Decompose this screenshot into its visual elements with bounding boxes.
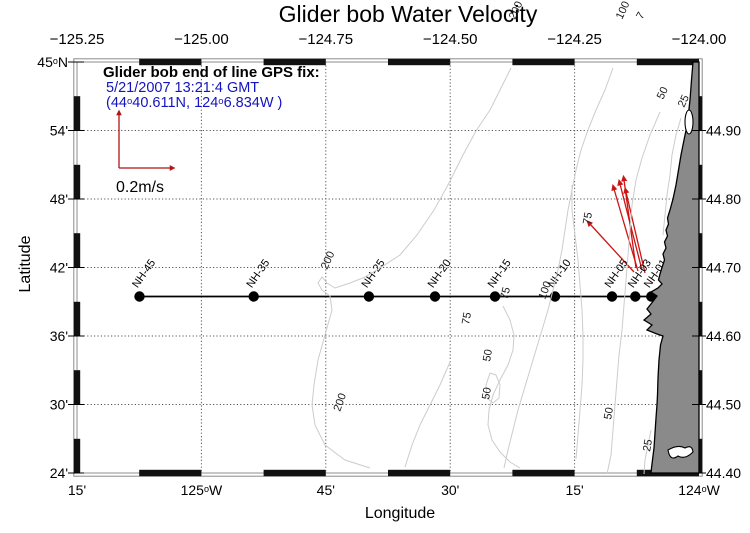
svg-text:Glider bob end of line GPS fix: Glider bob end of line GPS fix: xyxy=(103,64,320,81)
svg-text:36': 36' xyxy=(50,328,68,344)
svg-text:45': 45' xyxy=(317,482,335,498)
svg-text:44.80: 44.80 xyxy=(706,191,741,207)
svg-text:48': 48' xyxy=(50,191,68,207)
svg-text:50: 50 xyxy=(602,406,616,420)
svg-text:25: 25 xyxy=(641,438,655,452)
svg-text:44.50: 44.50 xyxy=(706,397,741,413)
svg-text:−124.50: −124.50 xyxy=(423,31,478,48)
svg-text:15': 15' xyxy=(68,482,86,498)
svg-text:15': 15' xyxy=(565,482,583,498)
svg-text:44.60: 44.60 xyxy=(706,328,741,344)
svg-text:0.2m/s: 0.2m/s xyxy=(116,179,164,196)
svg-text:75: 75 xyxy=(581,211,595,225)
svg-text:124oW: 124oW xyxy=(678,482,720,498)
svg-text:45oN: 45oN xyxy=(37,54,68,70)
svg-text:42': 42' xyxy=(50,260,68,276)
svg-text:30': 30' xyxy=(441,482,459,498)
svg-text:−124.75: −124.75 xyxy=(298,31,353,48)
svg-text:24': 24' xyxy=(50,465,68,481)
svg-text:−125.00: −125.00 xyxy=(174,31,229,48)
svg-text:30': 30' xyxy=(50,397,68,413)
svg-text:50: 50 xyxy=(481,348,495,362)
svg-text:44.70: 44.70 xyxy=(706,260,741,276)
svg-text:−124.25: −124.25 xyxy=(547,31,602,48)
svg-text:Glider bob Water Velocity: Glider bob Water Velocity xyxy=(279,1,538,27)
svg-text:−125.25: −125.25 xyxy=(50,31,105,48)
svg-text:Longitude: Longitude xyxy=(365,505,435,522)
svg-text:(44o40.611N, 124o6.834W ): (44o40.611N, 124o6.834W ) xyxy=(106,95,282,111)
svg-text:44.90: 44.90 xyxy=(706,123,741,139)
svg-text:125oW: 125oW xyxy=(181,482,223,498)
svg-text:50: 50 xyxy=(480,386,494,400)
svg-text:44.40: 44.40 xyxy=(706,465,741,481)
svg-text:Latitude: Latitude xyxy=(17,235,34,292)
svg-text:75: 75 xyxy=(460,311,474,325)
svg-text:5/21/2007 13:21:4 GMT: 5/21/2007 13:21:4 GMT xyxy=(106,80,259,96)
svg-text:54': 54' xyxy=(50,123,68,139)
svg-text:−124.00: −124.00 xyxy=(672,31,727,48)
